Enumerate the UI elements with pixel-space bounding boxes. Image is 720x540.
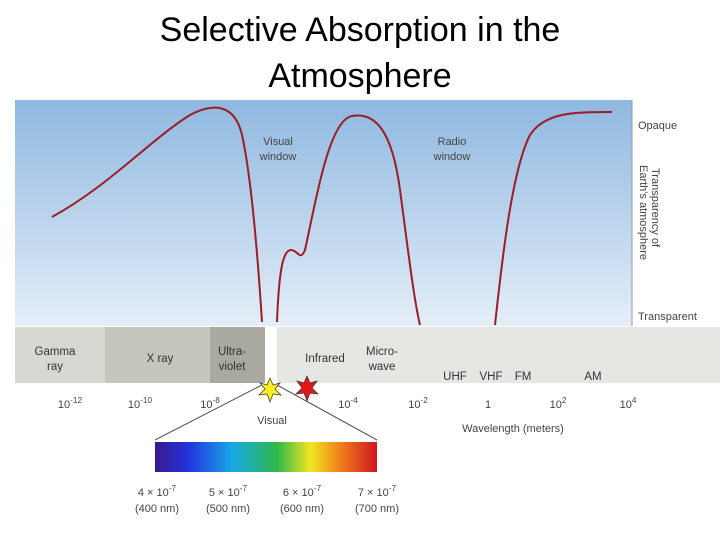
tick-base: 10: [200, 399, 212, 411]
spectrum-ticks: 4 × 10-7(400 nm)5 × 10-7(500 nm)6 × 10-7…: [135, 484, 399, 515]
tick-label: 10-2: [408, 396, 428, 411]
tick-label: 104: [620, 396, 637, 411]
band-label: UHF: [443, 371, 467, 383]
tick-label: 10-4: [338, 396, 358, 411]
side-label: Earth's atmosphere: [637, 165, 649, 260]
tick-nm: (500 nm): [206, 503, 250, 515]
tick-label: 102: [550, 396, 567, 411]
visible-spectrum: [155, 442, 377, 472]
band-label: X ray: [147, 353, 174, 365]
tick-label: 6 × 10-7: [283, 484, 322, 499]
zoom-line: [154, 384, 263, 441]
axis-label: Wavelength (meters): [462, 423, 564, 435]
tick-exponent: -4: [350, 396, 358, 405]
tick-exponent: -12: [70, 396, 82, 405]
tick-exponent: -7: [240, 484, 248, 493]
tick-base: 10: [550, 399, 562, 411]
tick-label: 1: [485, 399, 491, 411]
tick-exponent: -7: [314, 484, 322, 493]
visible-band: [265, 327, 277, 383]
tick-exponent: -10: [140, 396, 152, 405]
tick-exponent: -7: [169, 484, 177, 493]
tick-base: 5 × 10: [209, 487, 240, 499]
visual-label: Visual: [257, 415, 287, 427]
tick-base: 10: [620, 399, 632, 411]
sun-icon: [258, 377, 282, 403]
tick-nm: (400 nm): [135, 503, 179, 515]
band-label: FM: [515, 371, 532, 383]
tick-base: 10: [338, 399, 350, 411]
title: Selective Absorption in the: [160, 11, 561, 49]
tick-exponent: 4: [632, 396, 637, 405]
side-label: Opaque: [638, 120, 677, 132]
side-label: Transparent: [638, 311, 697, 323]
zoom-line: [276, 384, 378, 441]
curve-label: window: [433, 151, 471, 163]
band-label: AM: [584, 371, 601, 383]
tick-label: 10-10: [128, 396, 153, 411]
side-panel: [632, 100, 720, 326]
title: Atmosphere: [268, 57, 451, 95]
band-label: Ultra-: [218, 346, 246, 358]
band: [15, 327, 105, 383]
tick-label: 5 × 10-7: [209, 484, 248, 499]
tick-label: 10-8: [200, 396, 220, 411]
tick-exponent: -2: [420, 396, 428, 405]
absorption-curve: [51, 106, 613, 326]
tick-base: 10: [128, 399, 140, 411]
band-label: violet: [219, 361, 247, 373]
tick-label: 7 × 10-7: [358, 484, 397, 499]
tick-exponent: -8: [212, 396, 220, 405]
band-label: Micro-: [366, 346, 398, 358]
band-label: wave: [368, 361, 396, 373]
tick-base: 4 × 10: [138, 487, 169, 499]
wavelength-ticks: 10-12 10-10 10-8 10-4 10-2 1 102 104: [58, 396, 637, 411]
curve-label: Radio: [438, 136, 467, 148]
band-label: ray: [47, 361, 63, 373]
band: [105, 327, 210, 383]
curve-label: window: [259, 151, 297, 163]
tick-exponent: -7: [389, 484, 397, 493]
tick-base: 6 × 10: [283, 487, 314, 499]
tick-label: 10-12: [58, 396, 83, 411]
tick-nm: (600 nm): [280, 503, 324, 515]
curve-label: Visual: [263, 136, 293, 148]
tick-base: 10: [58, 399, 70, 411]
tick-exponent: 2: [562, 396, 567, 405]
tick-label: 4 × 10-7: [138, 484, 177, 499]
tick-nm: (700 nm): [355, 503, 399, 515]
band-label: Infrared: [305, 353, 345, 365]
side-label: Transparency of: [649, 168, 661, 248]
tick-base: 7 × 10: [358, 487, 389, 499]
band-label: Gamma: [35, 346, 77, 358]
tick-base: 1: [485, 399, 491, 411]
band-label: VHF: [480, 371, 503, 383]
band: [210, 327, 265, 383]
atmosphere-panel: [15, 100, 632, 326]
tick-base: 10: [408, 399, 420, 411]
